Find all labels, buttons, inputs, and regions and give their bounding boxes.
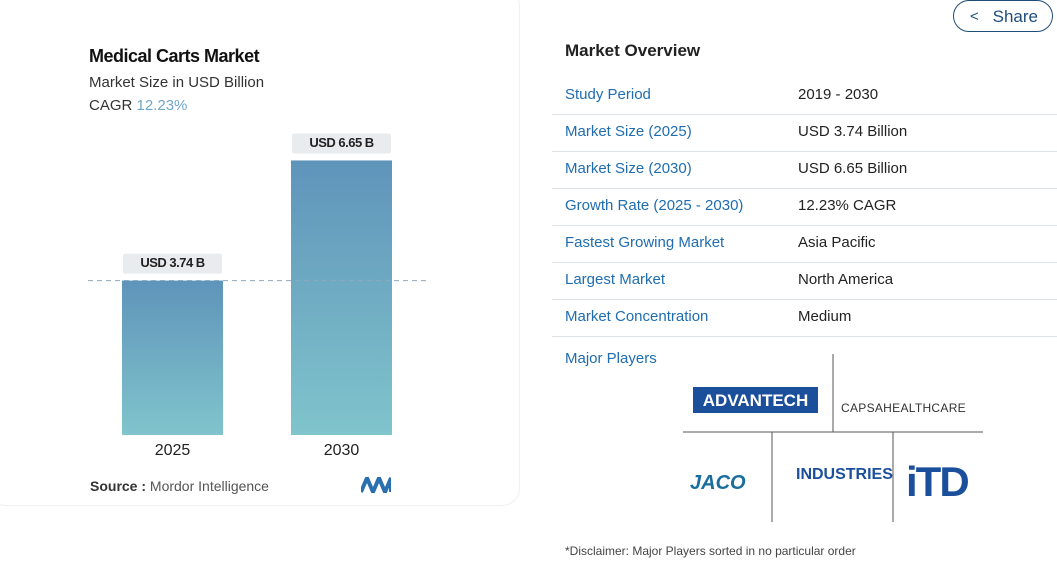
x-tick-label: 2025 xyxy=(155,442,191,459)
chart-subtitle: Market Size in USD Billion xyxy=(89,74,265,91)
row-label: Largest Market xyxy=(565,271,666,288)
row-label: Market Size (2030) xyxy=(565,160,692,177)
row-divider xyxy=(552,114,1057,115)
bar xyxy=(291,160,392,435)
row-value: USD 6.65 Billion xyxy=(798,160,908,177)
row-divider xyxy=(552,225,1057,226)
player-logo: JACO xyxy=(690,472,746,494)
players-title: Major Players xyxy=(565,350,657,367)
row-value: USD 3.74 Billion xyxy=(798,123,908,140)
cagr-label: CAGR 12.23% xyxy=(89,97,187,114)
row-value: 12.23% CAGR xyxy=(798,197,897,214)
chart-card xyxy=(0,0,520,506)
share-button[interactable]: < Share xyxy=(953,0,1053,32)
row-value: North America xyxy=(798,271,894,288)
row-label: Fastest Growing Market xyxy=(565,234,725,251)
value-label-bg xyxy=(123,253,222,274)
disclaimer: *Disclaimer: Major Players sorted in no … xyxy=(565,544,856,558)
row-label: Market Size (2025) xyxy=(565,123,692,140)
row-divider xyxy=(552,336,1057,337)
cagr-label-text: CAGR xyxy=(89,97,133,114)
row-label: Growth Rate (2025 - 2030) xyxy=(565,197,744,214)
row-label: Market Concentration xyxy=(565,308,709,325)
bar xyxy=(122,280,223,435)
player-logo: iTD xyxy=(906,458,970,505)
source-text: Mordor Intelligence xyxy=(149,478,269,494)
value-label: USD 6.65 B xyxy=(309,135,373,150)
row-divider xyxy=(552,299,1057,300)
players-grid xyxy=(683,354,983,522)
x-tick-label: 2030 xyxy=(324,442,360,459)
row-value: Asia Pacific xyxy=(798,234,876,251)
row-value: 2019 - 2030 xyxy=(798,86,879,103)
chart: USD 3.74 B 2025 USD 6.65 B 2030 xyxy=(88,133,430,459)
chart-title: Medical Carts Market xyxy=(89,46,260,66)
value-label-bg xyxy=(292,133,391,154)
row-divider xyxy=(552,262,1057,263)
row-divider xyxy=(552,188,1057,189)
player-logo: CAPSAHEALTHCARE xyxy=(841,401,966,415)
share-text[interactable]: Share xyxy=(992,7,1038,26)
source: Source : Mordor Intelligence xyxy=(90,478,269,494)
row-value: Medium xyxy=(798,308,852,325)
row-label: Study Period xyxy=(565,86,651,103)
source-label: Source : xyxy=(90,478,147,494)
overview-title: Market Overview xyxy=(565,41,701,60)
row-divider xyxy=(552,151,1057,152)
value-label: USD 3.74 B xyxy=(140,255,204,270)
logo xyxy=(361,477,391,493)
player-logo: INDUSTRIES xyxy=(796,466,893,483)
player-logo: ADVANTECH xyxy=(702,391,809,410)
cagr-value: 12.23% xyxy=(136,97,188,114)
